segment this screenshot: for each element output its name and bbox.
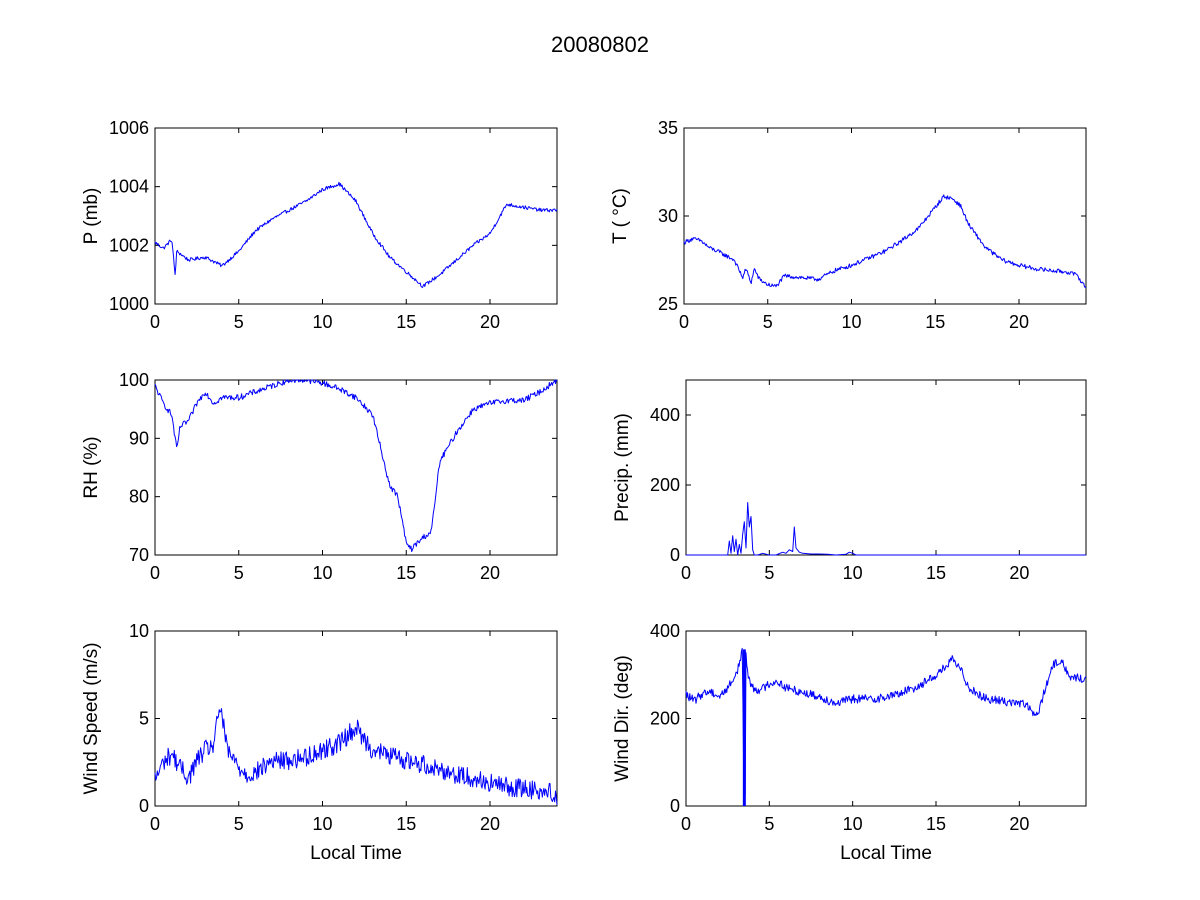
y-tick-label: 35	[658, 118, 678, 138]
y-tick-label: 400	[650, 405, 680, 425]
x-tick-label: 20	[480, 814, 500, 834]
y-tick-label: 90	[129, 428, 149, 448]
x-tick-label: 0	[150, 563, 160, 583]
x-tick-label: 0	[681, 563, 691, 583]
x-tick-label: 5	[763, 312, 773, 332]
x-tick-label: 5	[234, 563, 244, 583]
y-tick-label: 200	[650, 709, 680, 729]
x-tick-label: 20	[480, 563, 500, 583]
subplot-temperature: 0 5 10 15 20 25 30 35 T ( °C)	[610, 118, 1087, 332]
axes-frame	[685, 379, 1087, 556]
y-tick-label: 25	[658, 294, 678, 314]
y-axis-label: Wind Speed (m/s)	[81, 642, 102, 794]
y-tick-label: 0	[670, 796, 680, 816]
x-tick-label: 20	[480, 312, 500, 332]
x-tick-label: 10	[841, 312, 861, 332]
x-tick-label: 10	[843, 814, 863, 834]
y-axis-label: RH (%)	[81, 436, 102, 498]
series-line-wind_speed	[154, 708, 558, 806]
x-tick-label: 15	[926, 563, 946, 583]
y-axis-label: Wind Dir. (deg)	[612, 655, 633, 782]
y-axis-label: Precip. (mm)	[612, 413, 633, 522]
y-tick-label: 0	[139, 796, 149, 816]
series-line-pressure	[154, 181, 558, 288]
x-tick-label: 10	[843, 563, 863, 583]
y-tick-label: 1006	[109, 118, 149, 138]
series-line-humidity	[154, 379, 558, 552]
axes-frame	[683, 127, 1087, 305]
y-tick-label: 70	[129, 545, 149, 565]
subplot-wind_speed: 0 5 10 15 20 0 5 10 Wind Speed (m/s) Local Time	[81, 621, 558, 864]
x-tick-label: 20	[1009, 814, 1029, 834]
x-tick-label: 10	[312, 312, 332, 332]
series-line-precipitation	[686, 502, 1086, 556]
x-tick-label: 20	[1009, 563, 1029, 583]
y-tick-label: 5	[139, 709, 149, 729]
y-tick-label: 0	[670, 545, 680, 565]
subplot-pressure: 0 5 10 15 20 1000 1002 1004 1006 P (mb)	[81, 118, 558, 332]
axes-frame	[154, 379, 558, 556]
x-tick-label: 0	[150, 312, 160, 332]
series-line-wind_direction	[685, 647, 1087, 796]
x-tick-label: 15	[926, 814, 946, 834]
y-tick-label: 80	[129, 487, 149, 507]
x-tick-label: 0	[681, 814, 691, 834]
x-tick-label: 5	[234, 312, 244, 332]
x-axis-label: Local Time	[840, 843, 932, 864]
y-tick-label: 200	[650, 475, 680, 495]
x-tick-label: 15	[396, 312, 416, 332]
figure-title: 20080802	[551, 32, 649, 57]
y-tick-label: 1000	[109, 294, 149, 314]
y-tick-label: 1002	[109, 235, 149, 255]
y-tick-label: 100	[119, 370, 149, 390]
y-tick-label: 400	[650, 621, 680, 641]
x-tick-label: 5	[764, 563, 774, 583]
subplot-humidity: 0 5 10 15 20 70 80 90 100 RH (%)	[81, 370, 558, 583]
x-tick-label: 0	[150, 814, 160, 834]
x-tick-label: 15	[396, 563, 416, 583]
x-tick-label: 10	[312, 563, 332, 583]
x-tick-label: 5	[764, 814, 774, 834]
series-line-temperature	[683, 194, 1087, 289]
y-tick-label: 10	[129, 621, 149, 641]
x-tick-label: 20	[1009, 312, 1029, 332]
y-tick-label: 30	[658, 206, 678, 226]
x-tick-label: 10	[312, 814, 332, 834]
axes-frame	[154, 127, 558, 305]
y-axis-label: P (mb)	[81, 188, 102, 245]
x-tick-label: 15	[925, 312, 945, 332]
y-tick-label: 1004	[109, 177, 149, 197]
x-tick-label: 15	[396, 814, 416, 834]
x-axis-label: Local Time	[310, 843, 402, 864]
y-axis-label: T ( °C)	[610, 188, 631, 244]
x-tick-label: 0	[679, 312, 689, 332]
x-tick-label: 5	[234, 814, 244, 834]
